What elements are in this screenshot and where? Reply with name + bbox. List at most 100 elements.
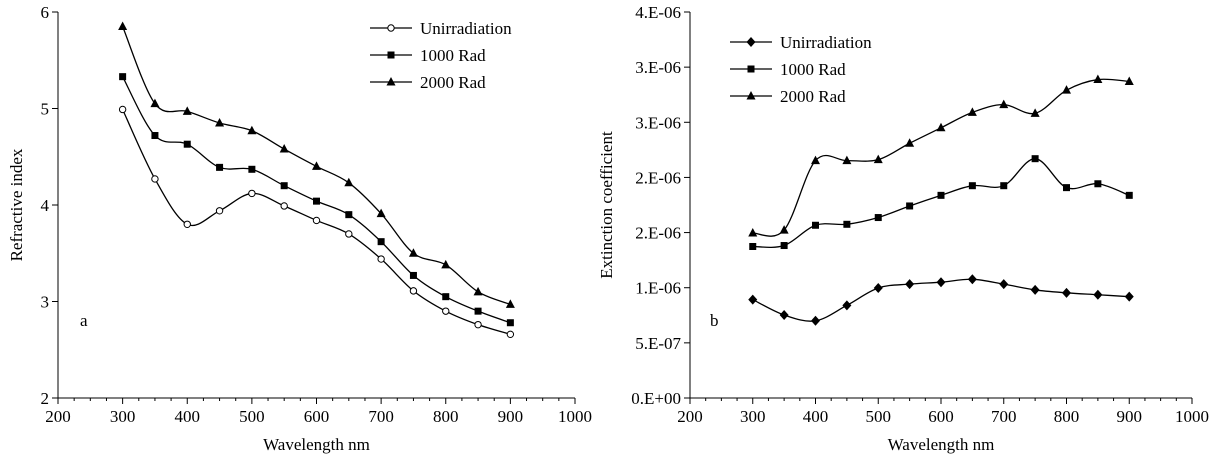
data-point	[967, 107, 977, 116]
legend-marker	[387, 24, 395, 32]
series-1000-rad	[749, 155, 1133, 250]
data-point	[748, 227, 758, 237]
chart-panel-a: 200 300 400 500 600 700 800 900 1000 2 3 4 5 6 Wavelen…	[7, 3, 592, 454]
legend-entry: 2000 Rad	[370, 73, 486, 92]
legend-label: 1000 Rad	[420, 46, 486, 65]
legend-label: 2000 Rad	[420, 73, 486, 92]
data-point	[874, 214, 882, 222]
data-point	[216, 163, 224, 171]
data-point	[151, 132, 159, 140]
y-tick-label: 0.E+00	[631, 389, 681, 408]
data-point	[345, 230, 353, 238]
legend-label: 1000 Rad	[780, 60, 846, 79]
x-tick-label: 800	[433, 407, 459, 426]
x-tick-label: 800	[1054, 407, 1080, 426]
data-point	[1000, 182, 1008, 190]
data-point	[280, 202, 288, 210]
data-point	[408, 248, 418, 257]
y-axis-label: Extinction coefficient	[597, 131, 616, 279]
data-point	[936, 122, 946, 132]
data-point	[312, 216, 321, 225]
data-point	[967, 274, 977, 285]
legend-label: Unirradiation	[420, 19, 512, 38]
data-point	[442, 293, 450, 301]
data-point	[377, 255, 385, 263]
data-point	[999, 99, 1009, 109]
data-point	[119, 73, 127, 81]
data-point	[812, 221, 819, 229]
data-point	[182, 106, 192, 115]
data-point	[280, 182, 288, 190]
data-point	[999, 279, 1009, 290]
data-point	[779, 310, 789, 321]
data-point	[215, 207, 224, 215]
data-point	[842, 155, 852, 165]
data-point	[873, 154, 883, 164]
data-point	[1062, 287, 1071, 298]
y-tick-label: 4	[41, 196, 50, 215]
data-point	[506, 319, 514, 327]
chart-panel-b: 200 300 400 500 600 700 800 900 1000 0.E+00 5.E-07…	[597, 3, 1209, 454]
x-tick-label: 400	[175, 407, 201, 426]
data-point	[215, 117, 225, 127]
data-point	[968, 182, 976, 190]
legend-entry: Unirradiation	[370, 19, 512, 38]
y-tick-label: 2.E-06	[635, 224, 681, 243]
x-tick-label: 600	[304, 407, 330, 426]
data-point	[248, 189, 256, 198]
data-point	[474, 307, 482, 315]
legend-marker	[746, 91, 756, 100]
data-point	[1093, 74, 1103, 84]
y-tick-label: 2.E-06	[635, 168, 681, 187]
data-point	[1063, 184, 1070, 192]
data-point	[344, 177, 354, 187]
y-tick-label: 2	[41, 389, 50, 408]
data-point	[780, 242, 788, 250]
x-tick-label: 700	[368, 407, 394, 426]
data-point	[442, 307, 450, 315]
data-point	[313, 197, 320, 205]
data-point	[473, 286, 483, 296]
data-point	[1124, 291, 1134, 302]
x-tick-label: 900	[498, 407, 524, 426]
x-tick-label: 700	[991, 407, 1017, 426]
data-point	[151, 175, 159, 183]
data-point	[505, 299, 515, 308]
legend-entry: 1000 Rad	[730, 60, 846, 79]
data-point	[118, 105, 127, 114]
data-point	[474, 320, 482, 329]
data-point	[377, 238, 385, 246]
panel-label: b	[710, 311, 719, 330]
data-point	[843, 220, 851, 228]
x-tick-label: 600	[928, 407, 954, 426]
series-unirradiation	[118, 105, 515, 339]
y-axis-label: Refractive index	[7, 148, 26, 261]
series-2000-rad	[748, 74, 1134, 237]
x-tick-label: 200	[45, 407, 71, 426]
data-point	[183, 140, 191, 148]
series-1000-rad	[119, 73, 514, 327]
data-point	[811, 315, 820, 326]
x-tick-label: 1000	[558, 407, 592, 426]
x-tick-label: 200	[677, 407, 703, 426]
y-tick-label: 3.E-06	[635, 113, 681, 132]
x-tick-label: 900	[1117, 407, 1143, 426]
data-point	[906, 202, 914, 210]
data-point	[1124, 76, 1134, 85]
x-tick-label: 1000	[1175, 407, 1209, 426]
x-axis-label: Wavelength nm	[263, 435, 370, 454]
y-tick-label: 6	[41, 3, 50, 22]
x-tick-label: 300	[110, 407, 136, 426]
data-point	[905, 279, 915, 290]
data-point	[842, 300, 852, 311]
series-2000-rad	[118, 21, 515, 308]
x-tick-label: 500	[239, 407, 265, 426]
data-point	[150, 98, 160, 108]
data-point	[506, 330, 515, 339]
x-axis-label: Wavelength nm	[888, 435, 995, 454]
legend-marker	[386, 77, 396, 86]
data-point	[1062, 85, 1071, 94]
data-point	[749, 242, 757, 250]
data-point	[312, 161, 321, 170]
